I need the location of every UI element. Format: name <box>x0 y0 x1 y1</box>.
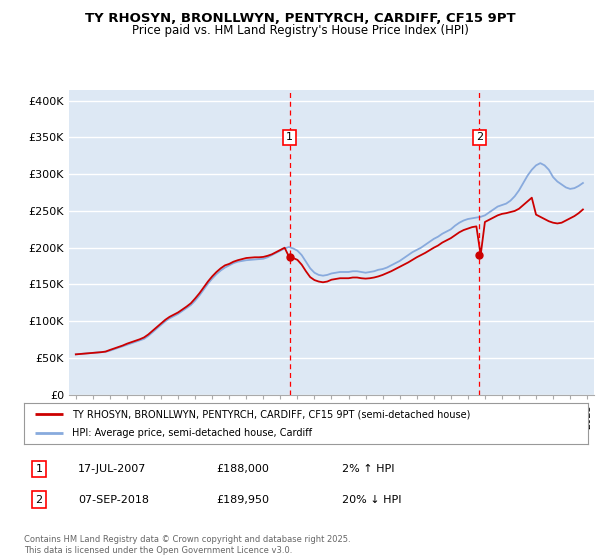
Text: 2: 2 <box>35 494 43 505</box>
Text: £188,000: £188,000 <box>216 464 269 474</box>
Text: TY RHOSYN, BRONLLWYN, PENTYRCH, CARDIFF, CF15 9PT (semi-detached house): TY RHOSYN, BRONLLWYN, PENTYRCH, CARDIFF,… <box>72 409 470 419</box>
Text: TY RHOSYN, BRONLLWYN, PENTYRCH, CARDIFF, CF15 9PT: TY RHOSYN, BRONLLWYN, PENTYRCH, CARDIFF,… <box>85 12 515 25</box>
Text: 1: 1 <box>35 464 43 474</box>
Text: 17-JUL-2007: 17-JUL-2007 <box>78 464 146 474</box>
Text: Contains HM Land Registry data © Crown copyright and database right 2025.
This d: Contains HM Land Registry data © Crown c… <box>24 535 350 555</box>
Text: HPI: Average price, semi-detached house, Cardiff: HPI: Average price, semi-detached house,… <box>72 428 312 437</box>
Text: Price paid vs. HM Land Registry's House Price Index (HPI): Price paid vs. HM Land Registry's House … <box>131 24 469 36</box>
Text: 1: 1 <box>286 132 293 142</box>
Text: 2% ↑ HPI: 2% ↑ HPI <box>342 464 395 474</box>
Text: 20% ↓ HPI: 20% ↓ HPI <box>342 494 401 505</box>
Text: 07-SEP-2018: 07-SEP-2018 <box>78 494 149 505</box>
Text: 2: 2 <box>476 132 483 142</box>
Text: £189,950: £189,950 <box>216 494 269 505</box>
